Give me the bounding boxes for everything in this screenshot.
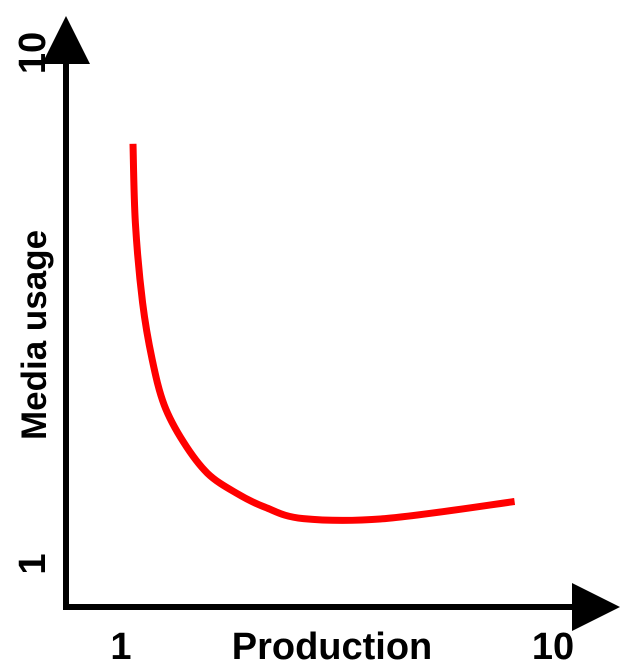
y-tick-label: 1 [12, 553, 54, 574]
x-axis-label: Production [232, 626, 433, 667]
x-tick-label: 10 [532, 626, 574, 667]
data-series-line [129, 143, 516, 524]
y-tick-label: 10 [12, 32, 54, 74]
x-tick-label: 1 [110, 626, 131, 667]
y-axis-label: Media usage [15, 230, 54, 440]
